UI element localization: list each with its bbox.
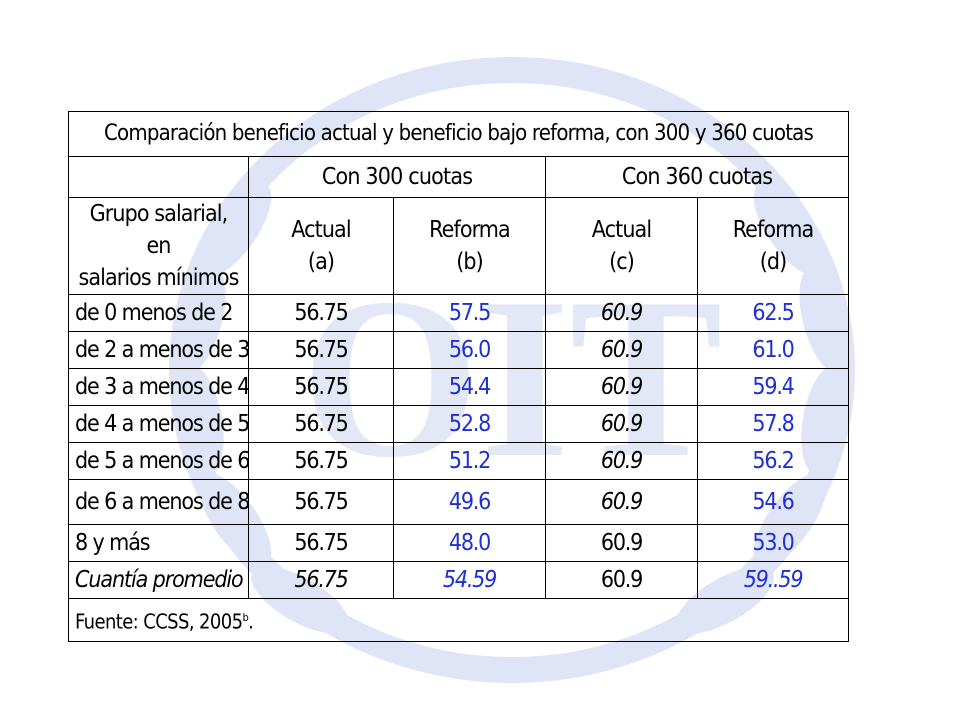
header-grupo-salarial: Grupo salarial, en salarios mínimos [68, 197, 249, 295]
cell-reforma-d: 53.0 [696, 524, 850, 562]
title-row: Comparación beneficio actual y beneficio… [67, 111, 850, 157]
cell-actual-c: 60.9 [545, 561, 698, 599]
cell-reforma-d: 62.5 [696, 294, 850, 332]
cell-reforma-b: 57.5 [393, 294, 546, 332]
cell-reforma-d: 57.8 [696, 405, 850, 443]
table-row: de 3 a menos de 4 56.75 54.4 60.9 59.4 [68, 368, 850, 406]
header-actual-c-line1: Actual [591, 217, 652, 243]
source-note: Fuente: CCSS, 2005b. [67, 598, 850, 642]
comparison-table: Comparación beneficio actual y beneficio… [67, 111, 850, 642]
table-row-average: Cuantía promedio 56.75 54.59 60.9 59..59 [68, 561, 850, 599]
cell-reforma-b: 56.0 [393, 331, 546, 369]
source-row: Fuente: CCSS, 2005b. [67, 598, 850, 642]
header-actual-a-line1: Actual [291, 217, 351, 243]
table-row: de 0 menos de 2 56.75 57.5 60.9 62.5 [68, 294, 850, 332]
row-label-average: Cuantía promedio [68, 561, 249, 599]
header-reforma-d-line1: Reforma [732, 217, 815, 243]
row-label: de 5 a menos de 6 [68, 442, 249, 480]
cell-actual-c: 60.9 [545, 405, 698, 443]
cell-actual-a: 56.75 [248, 524, 394, 562]
cell-actual-c: 60.9 [545, 294, 698, 332]
header-grupo-line1: Grupo salarial, en [89, 201, 229, 259]
source-superscript: b [242, 611, 249, 625]
header-reforma-b-line2: (b) [456, 249, 483, 275]
cell-actual-c: 60.9 [545, 479, 698, 525]
group-header-300: Con 300 cuotas [248, 156, 546, 198]
empty-corner-cell [68, 156, 249, 198]
cell-reforma-d: 59..59 [696, 561, 850, 599]
cell-actual-a: 56.75 [248, 561, 394, 599]
cell-reforma-d: 59.4 [696, 368, 850, 406]
cell-reforma-d: 54.6 [696, 479, 850, 525]
table-row: de 5 a menos de 6 56.75 51.2 60.9 56.2 [68, 442, 850, 480]
header-grupo-line2: salarios mínimos [78, 265, 239, 291]
cell-reforma-b: 54.4 [393, 368, 546, 406]
cell-actual-a: 56.75 [248, 479, 394, 525]
comparison-table-container: Comparación beneficio actual y beneficio… [67, 111, 850, 642]
row-label: de 2 a menos de 3 [68, 331, 249, 369]
header-reforma-b-line1: Reforma [429, 217, 511, 243]
cell-actual-a: 56.75 [248, 294, 394, 332]
group-header-row: Con 300 cuotas Con 360 cuotas [68, 156, 850, 198]
cell-reforma-b: 49.6 [393, 479, 546, 525]
header-actual-c-line2: (c) [609, 249, 635, 275]
column-header-row: Grupo salarial, en salarios mínimos Actu… [68, 197, 850, 295]
header-actual-a-line2: (a) [307, 249, 335, 275]
header-reforma-b: Reforma (b) [393, 197, 546, 295]
source-text: Fuente: CCSS, 2005 [75, 609, 243, 634]
cell-actual-c: 60.9 [545, 368, 698, 406]
row-label: de 6 a menos de 8 [68, 479, 249, 525]
row-label: de 0 menos de 2 [68, 294, 249, 332]
row-label: de 3 a menos de 4 [68, 368, 249, 406]
table-row: de 2 a menos de 3 56.75 56.0 60.9 61.0 [68, 331, 850, 369]
row-label: 8 y más [68, 524, 249, 562]
group-header-360: Con 360 cuotas [544, 156, 850, 198]
table-row: de 6 a menos de 8 56.75 49.6 60.9 54.6 [68, 479, 850, 525]
cell-actual-a: 56.75 [248, 368, 394, 406]
cell-reforma-d: 61.0 [696, 331, 850, 369]
header-actual-a: Actual (a) [248, 197, 394, 295]
cell-actual-a: 56.75 [248, 442, 394, 480]
cell-reforma-b: 52.8 [393, 405, 546, 443]
cell-actual-a: 56.75 [248, 331, 394, 369]
table-row: de 4 a menos de 5 56.75 52.8 60.9 57.8 [68, 405, 850, 443]
header-reforma-d-line2: (d) [759, 249, 787, 275]
cell-reforma-b: 48.0 [393, 524, 546, 562]
cell-actual-c: 60.9 [545, 442, 698, 480]
header-actual-c: Actual (c) [545, 197, 698, 295]
table-row: 8 y más 56.75 48.0 60.9 53.0 [68, 524, 850, 562]
cell-actual-c: 60.9 [545, 524, 698, 562]
cell-actual-a: 56.75 [248, 405, 394, 443]
cell-reforma-b: 54.59 [393, 561, 546, 599]
table-title: Comparación beneficio actual y beneficio… [67, 111, 850, 157]
header-reforma-d: Reforma (d) [696, 197, 850, 295]
source-end: . [248, 609, 254, 634]
row-label: de 4 a menos de 5 [68, 405, 249, 443]
cell-reforma-b: 51.2 [393, 442, 546, 480]
cell-reforma-d: 56.2 [696, 442, 850, 480]
cell-actual-c: 60.9 [545, 331, 698, 369]
